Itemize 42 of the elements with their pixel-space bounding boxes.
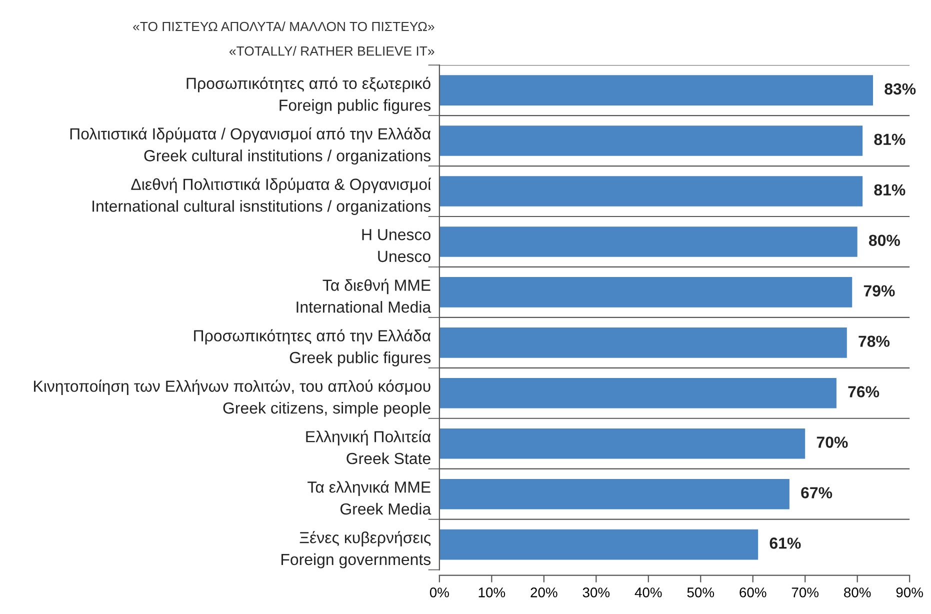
data-label: 81% (874, 184, 906, 196)
bar (439, 529, 758, 560)
x-tick-label: 30% (582, 588, 610, 598)
y-tick-label: Προσωπικότητες από την Ελλάδα Greek public figures (194, 329, 431, 366)
data-label: 67% (801, 487, 832, 498)
y-tick-label: Πολιτιστικά Ιδρύματα / Οργανισμοί από την Ελλάδα Greek cultural institutions / organizations (70, 127, 431, 165)
text: «TOTALLY/ RATHER BELIEVE IT» (229, 46, 434, 56)
bar (439, 428, 806, 459)
text: «ΤΟ ΠΙΣΤΕΥΩ ΑΠΟΛΥΤΑ/ ΜΑΛΛΟΝ ΤΟ ΠΙΣΤΕΥΩ» (133, 21, 434, 32)
x-tick-label: 40% (634, 588, 662, 598)
y-tick-label: Προσωπικότητες από το εξωτερικό Foreign public figures (186, 76, 431, 114)
data-label: 70% (816, 436, 848, 448)
bar (439, 277, 852, 308)
y-tick-label: Ξένες κυβερνήσεις Foreign governments (281, 531, 431, 568)
data-label: 79% (864, 285, 895, 296)
y-tick-label: Κινητοποίηση των Ελλήνων πολιτών, του απλού κόσμου Greek citizens, simple people (34, 380, 430, 417)
x-tick-label: 90% (896, 588, 923, 598)
data-label: 83% (884, 83, 916, 95)
bar (439, 226, 858, 257)
bar (439, 328, 847, 358)
bar (439, 478, 790, 510)
y-tick-label: Τα διεθνή ΜΜΕ International Media (296, 278, 432, 313)
x-tick-label: 60% (740, 588, 766, 598)
data-label: 76% (848, 386, 880, 398)
data-label: 80% (868, 234, 900, 246)
x-tick-label: 50% (687, 588, 714, 598)
bar (439, 176, 863, 206)
bar (439, 378, 836, 408)
y-tick-label: Διεθνή Πολιτιστικά Ιδρύματα & Οργανισμοί International cultural isnstitutions / organizations (92, 178, 431, 215)
x-tick-label: 0% (430, 588, 449, 598)
y-tick-label: Ελληνική Πολιτεία Greek State (306, 430, 431, 464)
x-tick-label: 10% (478, 588, 506, 598)
x-tick-label: 70% (792, 588, 819, 598)
y-tick-label: Η Unesco Unesco (362, 229, 430, 262)
y-tick-label: Τα ελληνικά ΜΜΕ Greek Media (308, 480, 432, 515)
data-label: 78% (858, 336, 890, 347)
data-label: 61% (770, 538, 801, 549)
bar (439, 75, 874, 106)
data-label: 81% (874, 134, 906, 146)
x-tick-label: 20% (530, 588, 558, 598)
bar (439, 126, 863, 156)
x-tick-label: 80% (844, 588, 871, 598)
